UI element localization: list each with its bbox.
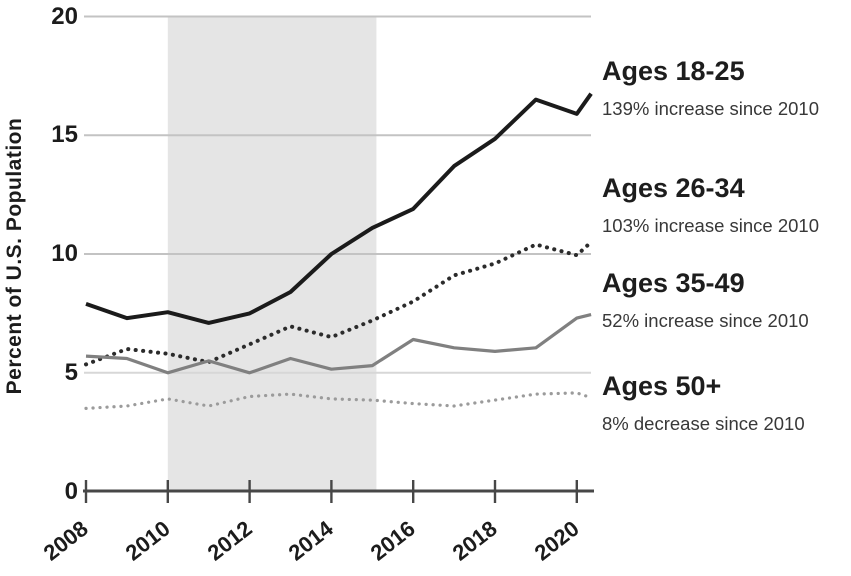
y-tick-label-10: 10 (51, 240, 78, 267)
line-ages-50plus (84, 391, 593, 410)
y-tick-label-0: 0 (64, 477, 78, 505)
legend-ages-50-plus-name: Ages 50+ (602, 371, 722, 401)
legend-ages-50-plus: Ages 50+ 8% decrease since 2010 (602, 370, 847, 434)
y-tick-label-5: 5 (64, 358, 78, 386)
legend-ages-26-34-annotation: 103% increase since 2010 (602, 215, 820, 236)
legend-ages-26-34-name: Ages 26-34 (602, 173, 745, 203)
line-ages-35-49 (85, 313, 592, 375)
legend-ages-18-25-name: Ages 18-25 (602, 56, 745, 86)
line-ages-26-34 (84, 240, 594, 367)
legend-ages-50-plus-annotation: 8% decrease since 2010 (602, 413, 805, 434)
y-tick-label-20: 20 (51, 2, 78, 30)
legend-ages-35-49-annotation: 52% increase since 2010 (602, 310, 809, 331)
legend-ages-18-25: Ages 18-25 139% increase since 2010 (602, 55, 847, 119)
legend-ages-26-34: Ages 26-34 103% increase since 2010 (602, 172, 847, 236)
legend-ages-35-49: Ages 35-49 52% increase since 2010 (602, 267, 847, 331)
line-ages-18-25 (85, 92, 593, 325)
legend-ages-35-49-name: Ages 35-49 (602, 268, 745, 298)
legend-ages-18-25-annotation: 139% increase since 2010 (602, 98, 820, 119)
y-tick-label-15: 15 (51, 121, 78, 149)
